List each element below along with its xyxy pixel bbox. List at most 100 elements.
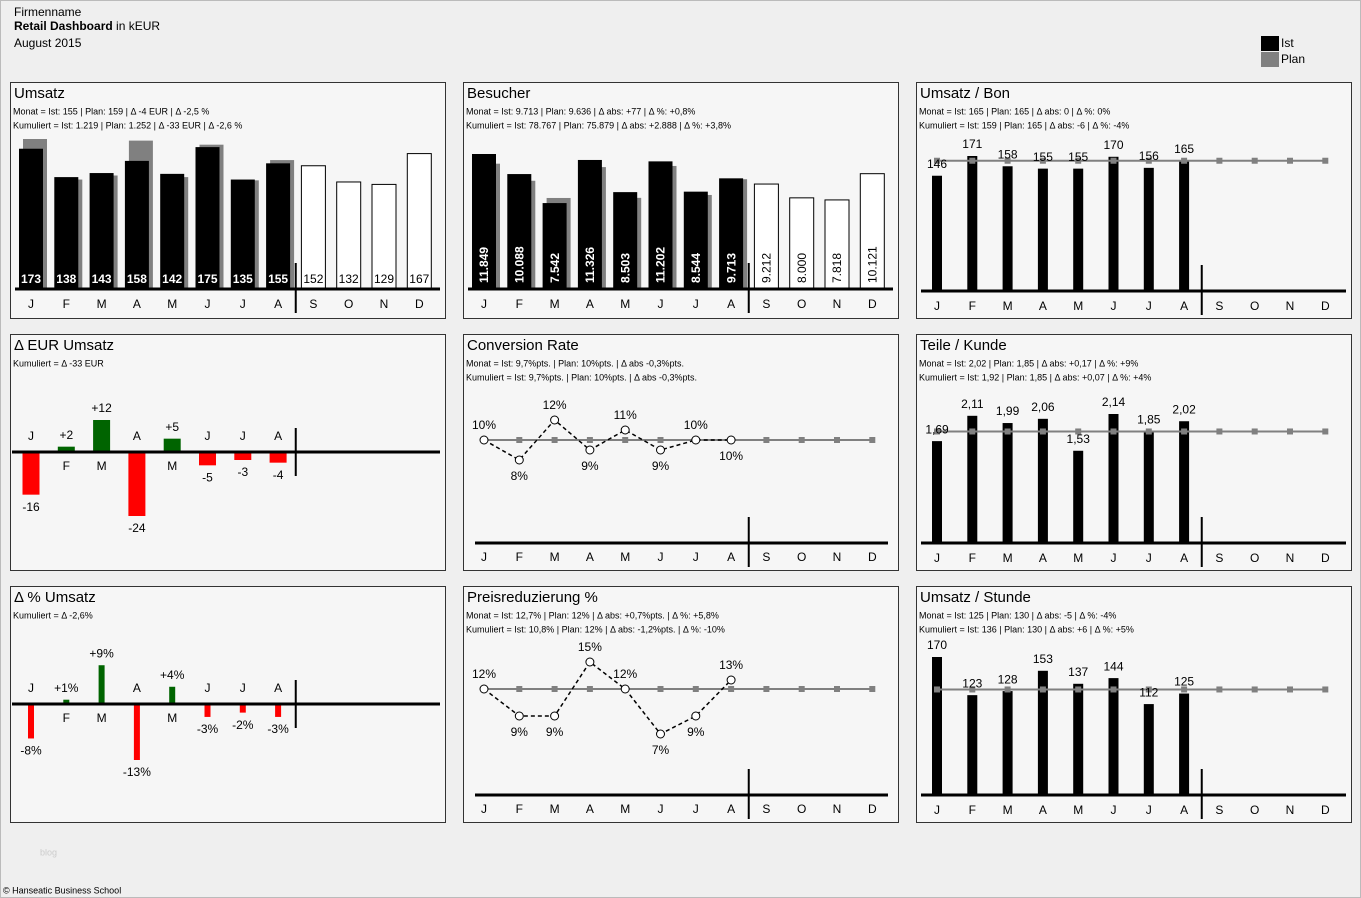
plan-marker bbox=[516, 686, 523, 692]
plan-marker bbox=[1145, 428, 1152, 435]
value-label: 11.202 bbox=[654, 247, 668, 283]
actual-bar bbox=[1037, 168, 1048, 291]
value-label: 9.212 bbox=[760, 253, 774, 283]
x-tick-label: D bbox=[1321, 551, 1330, 565]
variance-bar bbox=[163, 438, 181, 452]
panel-subtitle: Monat = Ist: 2,02 | Plan: 1,85 | Δ abs: … bbox=[919, 358, 1138, 368]
plan-marker bbox=[1181, 686, 1188, 693]
value-label: 9% bbox=[687, 725, 705, 739]
plan-marker bbox=[1287, 428, 1293, 435]
plan-marker bbox=[1322, 157, 1329, 164]
panel-subtitle: Monat = Ist: 9.713 | Plan: 9.636 | Δ abs… bbox=[466, 106, 695, 116]
x-tick-label: J bbox=[240, 429, 246, 443]
panel-title: Umsatz / Bon bbox=[920, 85, 1010, 102]
value-label: +12 bbox=[91, 401, 112, 415]
panel-title: Δ EUR Umsatz bbox=[14, 337, 114, 354]
legend-swatch bbox=[1261, 36, 1279, 51]
value-label: -4 bbox=[273, 468, 284, 482]
value-label: -8% bbox=[20, 744, 42, 758]
value-label: -5 bbox=[202, 471, 213, 485]
actual-line bbox=[483, 418, 732, 461]
x-tick-label: J bbox=[1146, 299, 1152, 313]
panel-title: Conversion Rate bbox=[467, 337, 579, 354]
value-label: 13% bbox=[719, 658, 743, 672]
x-tick-label: F bbox=[969, 803, 976, 817]
value-label: 156 bbox=[1139, 149, 1159, 163]
panel: Δ EUR Umsatz Kumuliert = Δ -33 EUR -16 J +2 F… bbox=[10, 334, 446, 571]
panel-frame bbox=[916, 586, 1352, 823]
actual-bar bbox=[124, 160, 149, 289]
value-label: 173 bbox=[21, 272, 41, 286]
x-tick-label: F bbox=[969, 551, 976, 565]
plan-bar bbox=[753, 183, 779, 290]
x-tick-label: J bbox=[205, 297, 211, 311]
plan-marker bbox=[1181, 157, 1188, 164]
panel-subtitle: Kumuliert = Δ -33 EUR bbox=[13, 358, 104, 368]
value-label: 10% bbox=[684, 418, 708, 432]
x-tick-label: J bbox=[240, 297, 246, 311]
value-label: 1,85 bbox=[1137, 413, 1161, 427]
actual-bar bbox=[542, 203, 567, 289]
panel-frame bbox=[916, 82, 1352, 319]
actual-bar bbox=[1143, 431, 1154, 543]
actual-marker bbox=[585, 657, 595, 667]
variance-bar bbox=[128, 452, 146, 516]
panel-subtitle: Monat = Ist: 125 | Plan: 130 | Δ abs: -5… bbox=[919, 610, 1116, 620]
x-tick-label: F bbox=[969, 299, 976, 313]
actual-marker bbox=[691, 435, 701, 445]
plan-bar bbox=[336, 181, 362, 290]
value-label: 129 bbox=[374, 272, 394, 286]
x-tick-label: A bbox=[1039, 803, 1047, 817]
panel-frame bbox=[463, 586, 899, 823]
value-label: 10.088 bbox=[512, 246, 526, 283]
x-tick-label: A bbox=[586, 802, 594, 816]
actual-marker bbox=[691, 711, 701, 721]
value-label: 11.326 bbox=[583, 247, 597, 283]
x-tick-label: J bbox=[1146, 551, 1152, 565]
actual-bar bbox=[1002, 691, 1013, 795]
plan-marker bbox=[1145, 157, 1152, 164]
panel-subtitle: Kumuliert = Δ -2,6% bbox=[13, 610, 93, 620]
plan-marker bbox=[1110, 686, 1117, 693]
x-tick-label: A bbox=[1180, 551, 1188, 565]
value-label: 153 bbox=[1033, 652, 1053, 666]
x-tick-label: F bbox=[516, 297, 523, 311]
x-tick-label: A bbox=[727, 297, 735, 311]
x-tick-label: N bbox=[380, 297, 389, 311]
x-tick-label: J bbox=[693, 550, 699, 564]
plan-marker bbox=[1251, 157, 1258, 164]
plan-marker bbox=[869, 686, 876, 692]
panel: Umsatz Monat = Ist: 155 | Plan: 159 | Δ -… bbox=[10, 82, 446, 319]
panel-title: Umsatz bbox=[14, 85, 65, 102]
plan-marker bbox=[834, 437, 840, 443]
panel: Preisreduzierung % Monat = Ist: 12,7% | P… bbox=[463, 586, 899, 823]
x-tick-label: A bbox=[274, 429, 282, 443]
actual-line bbox=[483, 660, 732, 735]
plan-bar bbox=[789, 197, 815, 290]
legend-swatch bbox=[1261, 52, 1279, 67]
x-tick-label: A bbox=[133, 681, 141, 695]
value-label: +1% bbox=[54, 681, 79, 695]
x-tick-label: O bbox=[1250, 551, 1259, 565]
value-label: 9% bbox=[546, 725, 564, 739]
plan-marker bbox=[1322, 686, 1329, 693]
x-tick-label: J bbox=[481, 802, 487, 816]
x-tick-label: M bbox=[1073, 551, 1083, 565]
value-label: 132 bbox=[339, 272, 359, 286]
plan-marker bbox=[1004, 686, 1011, 693]
value-label: 1,69 bbox=[925, 422, 949, 436]
x-tick-label: M bbox=[1073, 803, 1083, 817]
value-label: 135 bbox=[233, 272, 253, 286]
x-tick-label: O bbox=[1250, 803, 1259, 817]
x-tick-label: M bbox=[550, 802, 560, 816]
value-label: 10.121 bbox=[865, 246, 879, 283]
x-tick-label: F bbox=[63, 459, 70, 473]
panel-subtitle: Kumuliert = Ist: 136 | Plan: 130 | Δ abs… bbox=[919, 624, 1134, 634]
plan-marker bbox=[1004, 428, 1011, 435]
value-label: 142 bbox=[162, 272, 182, 286]
panel: Δ % Umsatz Kumuliert = Δ -2,6% -8% J +1% F +9%… bbox=[10, 586, 446, 823]
panel-subtitle: Monat = Ist: 12,7% | Plan: 12% | Δ abs: … bbox=[466, 610, 719, 620]
actual-marker bbox=[550, 711, 560, 721]
variance-bar bbox=[98, 665, 105, 704]
